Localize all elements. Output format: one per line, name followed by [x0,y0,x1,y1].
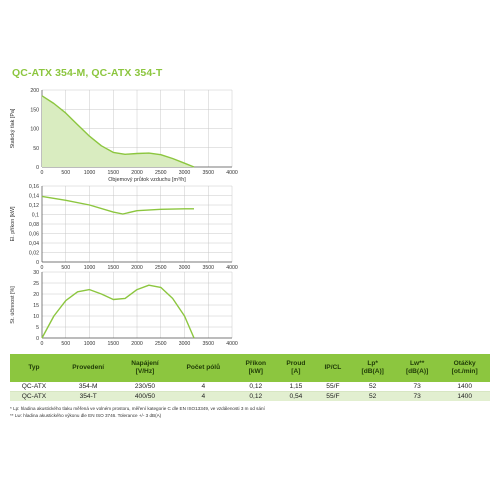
x-tick-label: 4000 [226,170,238,176]
y-tick-label: 0,08 [29,222,39,228]
table-header-cell: Počet pólů [171,354,236,382]
table-row: QC-ATX 354-T 400/50 4 0,12 0,54 55/F 52 73 1400 [10,391,490,401]
table-row: QC-ATX 354-M 230/50 4 0,12 1,15 55/F 52 73 1400 [10,382,490,392]
y-tick-label: 0,12 [29,203,39,209]
table-cell: 0,12 [235,391,277,401]
y-tick-label: 0,16 [29,184,39,190]
series-line-1 [41,95,195,168]
footnotes: * Lp: hladina akustického tlaku měřená v… [10,405,265,419]
table-header-cell: Typ [10,354,58,382]
y-tick-label: 0 [36,336,39,342]
y-axis-label: Statický tlak [Pa] [10,108,16,148]
series-line-3 [41,284,195,339]
x-tick-label: 1000 [84,265,96,271]
table-header-cell: Napájení [V/Hz] [118,354,172,382]
table-cell: 0,54 [276,391,316,401]
table-cell: 73 [394,382,440,392]
x-tick-label: 2000 [131,265,143,271]
x-tick-label: 2000 [131,341,143,347]
y-tick-label: 25 [33,281,39,287]
x-tick-label: 3500 [202,341,214,347]
chart-panel-3: 0 5 10 15 20 25 30 0 500 1000 1500 2000 2500 3000 3500… [10,270,238,347]
x-tick-label: 1000 [84,341,96,347]
x-tick-label: 1500 [107,170,119,176]
chart-panel-2: 0 0,02 0,04 0,06 0,08 0,1 0,12 0,14 0,16 0 500 1000… [10,184,238,271]
x-axis-label: Objemový průtok vzduchu [m³/h] [108,176,186,183]
x-tick-label: 500 [61,341,70,347]
table-cell: 0,12 [235,382,277,392]
table-cell: 55/F [315,382,351,392]
table-cell: 1,15 [276,382,316,392]
x-tick-label: 4000 [226,265,238,271]
y-tick-label: 30 [33,270,39,276]
x-tick-label: 4000 [226,341,238,347]
table-header-row: Typ Provedení Napájení [V/Hz] Počet pólů Přík… [10,354,490,382]
table-cell: 230/50 [118,382,172,392]
y-tick-label: 0,14 [29,194,39,200]
x-tick-label: 2500 [155,170,167,176]
x-tick-label: 2500 [155,341,167,347]
series-line-2 [41,195,194,215]
x-tick-label: 3000 [179,341,191,347]
x-tick-label: 0 [41,265,44,271]
y-tick-label: 0,06 [29,232,39,238]
x-tick-label: 1000 [84,170,96,176]
y-tick-label: 50 [33,146,39,152]
x-tick-label: 3000 [179,170,191,176]
table-header-cell: Provedení [57,354,119,382]
y-tick-label: 0,02 [29,251,39,257]
y-axis-label: St. účinnost [%] [10,286,16,324]
footnote-lp: * Lp: hladina akustického tlaku měřená v… [10,406,265,411]
y-tick-label: 15 [33,303,39,309]
table-cell: 55/F [315,391,351,401]
product-title: QC-ATX 354-M, QC-ATX 354-T [12,67,163,79]
y-tick-label: 20 [33,292,39,298]
x-tick-label: 1500 [107,265,119,271]
table-cell: 73 [394,391,440,401]
x-tick-label: 500 [61,170,70,176]
table-header-cell: Lw** [dB(A)] [394,354,440,382]
y-tick-label: 100 [30,127,39,133]
table-cell: 354-M [57,382,119,392]
y-tick-label: 150 [30,107,39,113]
x-tick-label: 3500 [202,170,214,176]
table-cell: 4 [171,391,236,401]
table-cell: 354-T [57,391,119,401]
x-tick-label: 3500 [202,265,214,271]
table-cell: QC-ATX [10,382,58,392]
x-tick-label: 0 [41,170,44,176]
y-tick-label: 0,1 [32,213,39,219]
table-cell: 1400 [439,382,490,392]
x-tick-label: 1500 [107,341,119,347]
x-tick-label: 2000 [131,170,143,176]
x-tick-label: 500 [61,265,70,271]
y-tick-label: 10 [33,314,39,320]
x-tick-label: 0 [41,341,44,347]
table-header-cell: Příkon [kW] [235,354,277,382]
table-header-cell: Otáčky [ot./min] [439,354,490,382]
x-tick-label: 3000 [179,265,191,271]
y-tick-label: 0 [36,260,39,266]
footnote-lw: ** Lw: hladina akustického výkonu dle EN… [10,413,162,418]
table-header-cell: Proud [A] [276,354,316,382]
table-header-cell: Lp* [dB(A)] [350,354,395,382]
table-cell: 52 [350,391,395,401]
table-cell: 400/50 [118,391,172,401]
y-tick-label: 5 [36,325,39,331]
table-cell: 1400 [439,391,490,401]
table-cell: 52 [350,382,395,392]
y-tick-label: 0,04 [29,241,39,247]
table-cell: QC-ATX [10,391,58,401]
table-header-cell: IP/CL [315,354,351,382]
y-axis-label: El. příkon [kW] [10,206,16,242]
y-tick-label: 200 [30,88,39,94]
pressure-area-fill [42,95,194,167]
spec-table: Typ Provedení Napájení [V/Hz] Počet pólů Přík… [10,354,490,401]
x-tick-label: 2500 [155,265,167,271]
y-tick-label: 0 [36,165,39,171]
table-cell: 4 [171,382,236,392]
